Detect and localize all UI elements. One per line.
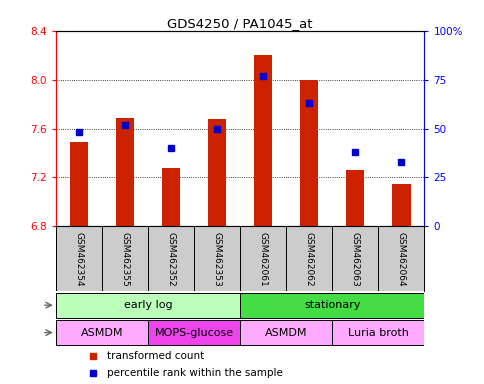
Bar [391,184,409,226]
Bar [299,79,318,226]
Text: GSM462064: GSM462064 [396,232,405,286]
Bar [148,320,240,345]
Bar [240,293,424,318]
Text: early log: early log [123,300,172,310]
Bar [207,119,226,226]
Text: ASMDM: ASMDM [264,328,307,338]
Bar [70,142,88,226]
Text: ASMDM: ASMDM [80,328,123,338]
Bar [162,168,180,226]
Text: GSM462352: GSM462352 [166,232,175,286]
Bar [345,170,364,226]
Bar [254,55,272,226]
Text: Luria broth: Luria broth [347,328,408,338]
Text: GSM462062: GSM462062 [304,232,313,286]
Bar [332,320,424,345]
Text: stationary: stationary [303,300,360,310]
Bar [116,118,134,226]
Bar [56,320,148,345]
Text: GSM462354: GSM462354 [74,232,83,286]
Text: GSM462061: GSM462061 [258,232,267,286]
Text: GSM462353: GSM462353 [212,232,221,286]
Text: transformed count: transformed count [107,351,204,361]
Title: GDS4250 / PA1045_at: GDS4250 / PA1045_at [167,17,312,30]
Text: GSM462355: GSM462355 [120,232,129,286]
Text: MOPS-glucose: MOPS-glucose [154,328,233,338]
Text: percentile rank within the sample: percentile rank within the sample [107,368,283,378]
Bar [56,293,240,318]
Text: GSM462063: GSM462063 [350,232,359,286]
Bar [240,320,332,345]
